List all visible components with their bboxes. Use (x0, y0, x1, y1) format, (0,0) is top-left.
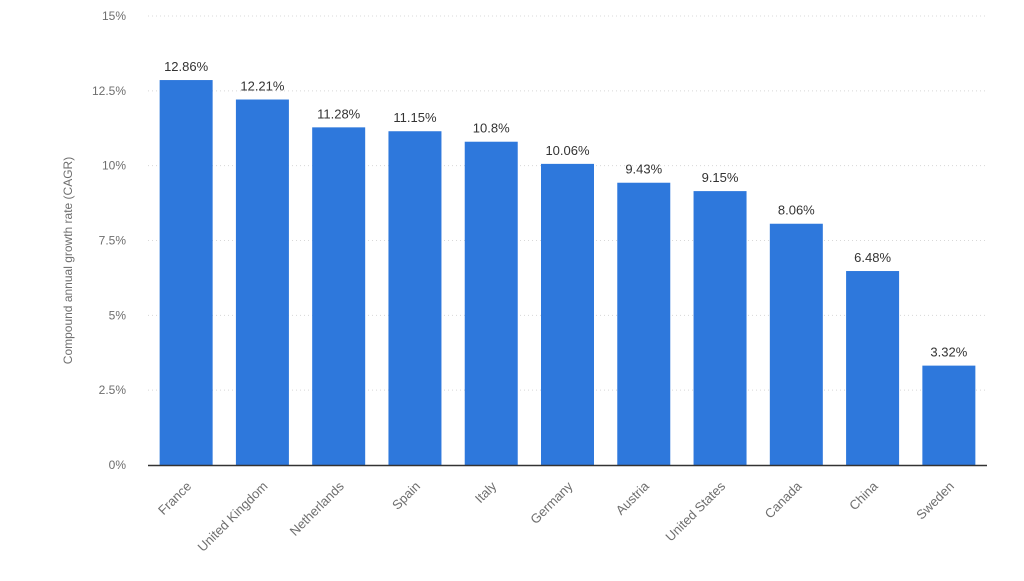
bar-france (159, 80, 213, 465)
x-axis-labels: France United Kingdom Netherlands Spain Ital… (155, 478, 957, 555)
y-tick-label: 12.5% (92, 84, 126, 98)
y-tick-label: 0% (109, 458, 127, 472)
y-tick-label: 2.5% (99, 383, 127, 397)
x-tick-label: Spain (389, 479, 423, 513)
bar-canada (769, 223, 823, 465)
x-tick-label: Austria (613, 478, 653, 518)
data-label: 8.06% (778, 203, 815, 218)
data-label: 6.48% (854, 250, 891, 265)
y-tick-label: 10% (102, 159, 126, 173)
bar-china (846, 271, 900, 465)
y-axis-title: Compound annual growth rate (CAGR) (61, 157, 75, 364)
data-label: 9.15% (702, 170, 739, 185)
x-tick-label: China (846, 478, 881, 513)
bar-italy (464, 141, 518, 465)
data-labels: 12.86% 12.21% 11.28% 11.15% 10.8% 10.06% 9.43%… (164, 59, 968, 360)
data-label: 11.15% (393, 110, 437, 125)
y-axis-ticks: 0% 2.5% 5% 7.5% 10% 12.5% 15% (92, 9, 126, 472)
bar-germany (541, 163, 594, 465)
x-tick-label: Netherlands (287, 478, 348, 539)
data-label: 9.43% (625, 162, 662, 177)
bar-united-kingdom (235, 99, 289, 465)
data-label: 12.86% (164, 59, 209, 74)
x-tick-label: Canada (762, 478, 805, 521)
bar-united-states (693, 191, 747, 466)
x-tick-label: United States (662, 478, 728, 544)
y-tick-label: 15% (102, 9, 126, 23)
data-label: 11.28% (317, 106, 361, 121)
data-label: 10.06% (545, 143, 590, 158)
x-tick-label: France (155, 479, 194, 518)
data-label: 12.21% (240, 79, 285, 94)
bar-sweden (922, 365, 976, 465)
bar-austria (617, 182, 671, 465)
x-tick-label: Germany (527, 478, 576, 527)
y-tick-label: 5% (109, 308, 127, 322)
y-tick-label: 7.5% (99, 234, 127, 248)
x-tick-label: United Kingdom (195, 479, 271, 555)
data-label: 10.8% (473, 121, 510, 136)
bar-netherlands (312, 127, 366, 466)
bar-spain (388, 131, 442, 465)
bars (159, 80, 976, 466)
x-tick-label: Sweden (913, 479, 957, 523)
x-tick-label: Italy (472, 478, 500, 506)
data-label: 3.32% (930, 345, 967, 360)
